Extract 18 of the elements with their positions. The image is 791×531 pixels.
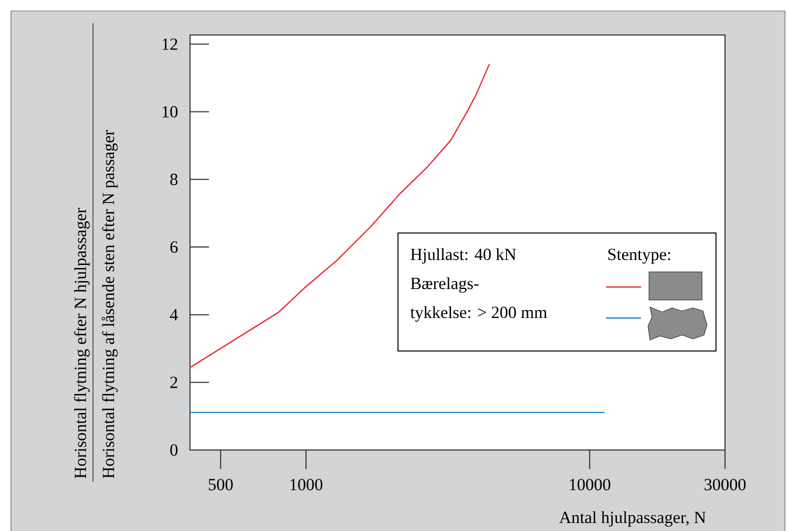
y-tick-label: 12 [162,38,178,50]
x-tick-label: 10000 [570,478,610,490]
y-tick-label: 0 [170,444,178,456]
legend-title: Stentype: [608,248,670,264]
y-tick-label: 6 [170,241,178,253]
annotation: Hjullast: 40 kN [410,248,516,264]
x-tick-label: 30000 [704,478,746,490]
y-tick-label: 10 [162,106,178,118]
annotation: Bærelags- [410,277,479,293]
y-tick-label: 4 [170,309,178,320]
annotation: tykkelse: > 200 mm [410,306,548,322]
x-tick-label: 500 [208,478,233,490]
y-axis-title: Horisontal flytning efter N hjulpassager [74,208,90,478]
x-tick-label: 1000 [290,478,322,490]
x-axis-title: Antal hjulpassager, N [559,511,706,527]
y-tick-label: 8 [170,174,178,186]
y-tick-label: 2 [170,376,178,388]
text: Horisontal flytning af låsende sten efter N passager [102,130,118,478]
